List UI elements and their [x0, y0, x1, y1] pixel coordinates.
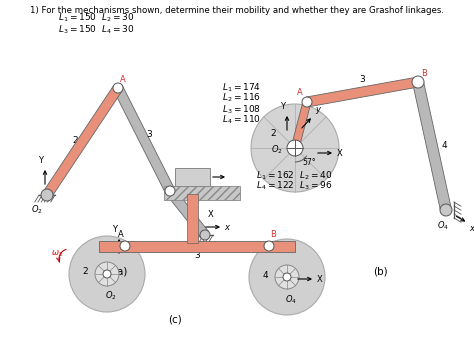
- Text: 4: 4: [262, 271, 268, 279]
- Bar: [187, 194, 198, 243]
- Text: 2: 2: [270, 128, 276, 138]
- Circle shape: [103, 270, 111, 278]
- Text: $L_1 = 150$  $L_2 = 30$: $L_1 = 150$ $L_2 = 30$: [58, 12, 135, 24]
- Text: B: B: [172, 193, 178, 202]
- Text: 1) For the mechanisms shown, determine their mobility and whether they are Grash: 1) For the mechanisms shown, determine t…: [30, 6, 444, 15]
- Text: (c): (c): [168, 315, 182, 325]
- Polygon shape: [413, 81, 451, 211]
- Text: 3: 3: [360, 75, 365, 84]
- Text: (b): (b): [373, 267, 387, 277]
- Text: $O_2$: $O_2$: [105, 290, 117, 302]
- Text: X: X: [317, 275, 323, 283]
- Text: B: B: [421, 69, 427, 78]
- Text: $O_4$: $O_4$: [437, 220, 449, 233]
- Text: $O_2$: $O_2$: [271, 144, 283, 156]
- Text: A: A: [120, 75, 126, 84]
- Text: 2: 2: [82, 267, 88, 277]
- Text: X: X: [208, 210, 214, 219]
- Text: y: y: [64, 162, 68, 171]
- Text: $L_4 = 122$  $L_3 = 96$: $L_4 = 122$ $L_3 = 96$: [256, 180, 332, 193]
- Polygon shape: [43, 85, 122, 198]
- Text: B: B: [270, 230, 276, 239]
- Circle shape: [251, 104, 339, 192]
- Polygon shape: [114, 86, 174, 193]
- Text: y: y: [315, 105, 320, 114]
- FancyBboxPatch shape: [164, 186, 240, 200]
- Circle shape: [200, 230, 210, 240]
- Circle shape: [302, 97, 312, 107]
- Circle shape: [287, 140, 303, 156]
- Polygon shape: [99, 240, 295, 252]
- Text: $O_4$: $O_4$: [196, 244, 208, 257]
- Text: Y: Y: [280, 102, 285, 111]
- Polygon shape: [166, 188, 209, 238]
- Circle shape: [95, 262, 119, 286]
- Circle shape: [283, 273, 291, 281]
- Text: x: x: [224, 222, 229, 232]
- Circle shape: [120, 241, 130, 251]
- Text: (a): (a): [113, 267, 127, 277]
- Text: X: X: [337, 148, 343, 158]
- Circle shape: [69, 236, 145, 312]
- Text: A: A: [118, 230, 124, 239]
- Circle shape: [264, 241, 274, 251]
- Text: 3: 3: [194, 251, 200, 260]
- Text: box: box: [185, 173, 200, 181]
- Text: 2: 2: [73, 136, 78, 145]
- Text: $O_2$: $O_2$: [31, 204, 43, 217]
- Text: $L_1 = 162$  $L_2 = 40$: $L_1 = 162$ $L_2 = 40$: [256, 169, 332, 181]
- Text: A: A: [297, 88, 303, 97]
- Text: $L_1 = 174$: $L_1 = 174$: [222, 81, 261, 94]
- Text: $\omega_2$: $\omega_2$: [51, 249, 63, 259]
- Text: 4: 4: [193, 206, 198, 216]
- Text: 57°: 57°: [302, 158, 316, 167]
- Circle shape: [41, 189, 53, 201]
- Polygon shape: [306, 77, 419, 107]
- Circle shape: [275, 265, 299, 289]
- Text: $L_3 = 108$: $L_3 = 108$: [222, 103, 261, 116]
- Text: Y: Y: [112, 225, 117, 234]
- Text: $O_4$: $O_4$: [285, 293, 297, 305]
- Circle shape: [165, 186, 175, 196]
- Circle shape: [249, 239, 325, 315]
- Circle shape: [412, 76, 424, 88]
- Polygon shape: [291, 101, 311, 149]
- Circle shape: [440, 204, 452, 216]
- Text: x: x: [469, 224, 474, 233]
- Text: Y: Y: [38, 156, 43, 165]
- Bar: [175, 168, 210, 186]
- Text: $L_3 = 150$  $L_4 = 30$: $L_3 = 150$ $L_4 = 30$: [58, 23, 135, 36]
- Text: 4: 4: [442, 141, 447, 151]
- Text: $L_4 = 110$: $L_4 = 110$: [222, 114, 261, 126]
- Text: 3: 3: [146, 130, 152, 139]
- Text: $L_2 = 116$: $L_2 = 116$: [222, 92, 261, 104]
- Circle shape: [113, 83, 123, 93]
